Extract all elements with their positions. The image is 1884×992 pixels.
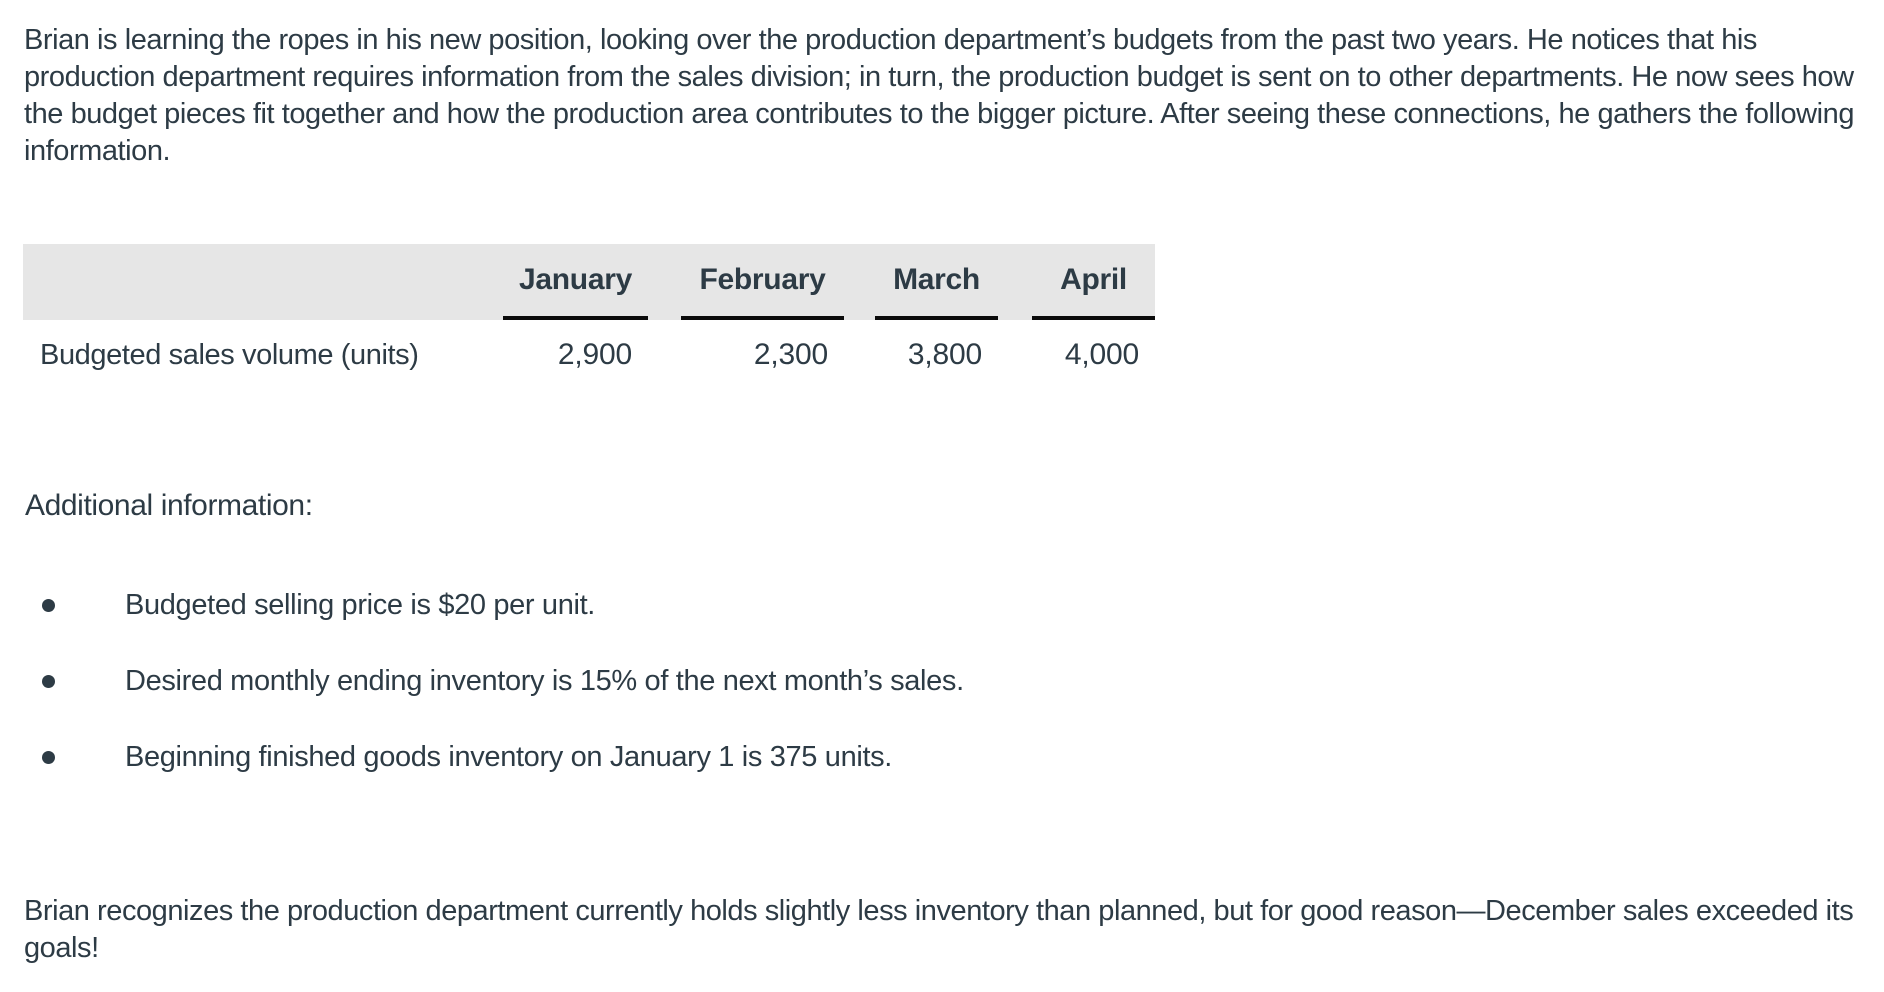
value-march: 3,800	[907, 338, 982, 371]
bullet-text-selling-price: Budgeted selling price is $20 per unit.	[125, 589, 595, 621]
table-header-row: January February March April	[23, 244, 1155, 320]
row-label-budgeted-sales-volume: Budgeted sales volume (units)	[40, 338, 419, 371]
bullet-text-ending-inventory: Desired monthly ending inventory is 15% …	[125, 665, 964, 697]
table-header-spacer	[23, 244, 503, 320]
value-april: 4,000	[1064, 338, 1139, 371]
bullet-text-beginning-inventory: Beginning finished goods inventory on Ja…	[125, 741, 893, 773]
value-january: 2,900	[557, 338, 632, 371]
additional-information-heading: Additional information:	[25, 489, 313, 522]
table-row: Budgeted sales volume (units) 2,900 2,30…	[23, 320, 1155, 390]
bullet-list: Budgeted selling price is $20 per unit. …	[42, 589, 1884, 773]
bullet-icon	[42, 751, 55, 764]
list-item: Beginning finished goods inventory on Ja…	[42, 741, 1884, 773]
intro-paragraph: Brian is learning the ropes in his new p…	[24, 24, 1855, 167]
problem-content: Brian is learning the ropes in his new p…	[0, 22, 1884, 967]
list-item: Budgeted selling price is $20 per unit.	[42, 589, 1884, 621]
bullet-icon	[42, 599, 55, 612]
closing-paragraph: Brian recognizes the production departme…	[24, 895, 1854, 964]
sales-volume-table: January February March April Budgeted sa…	[23, 244, 1155, 390]
column-header-january: January	[503, 244, 648, 320]
value-february: 2,300	[753, 338, 828, 371]
bullet-icon	[42, 675, 55, 688]
column-header-february: February	[681, 244, 844, 320]
column-header-april: April	[1032, 244, 1155, 320]
list-item: Desired monthly ending inventory is 15% …	[42, 665, 1884, 697]
column-header-march: March	[875, 244, 998, 320]
